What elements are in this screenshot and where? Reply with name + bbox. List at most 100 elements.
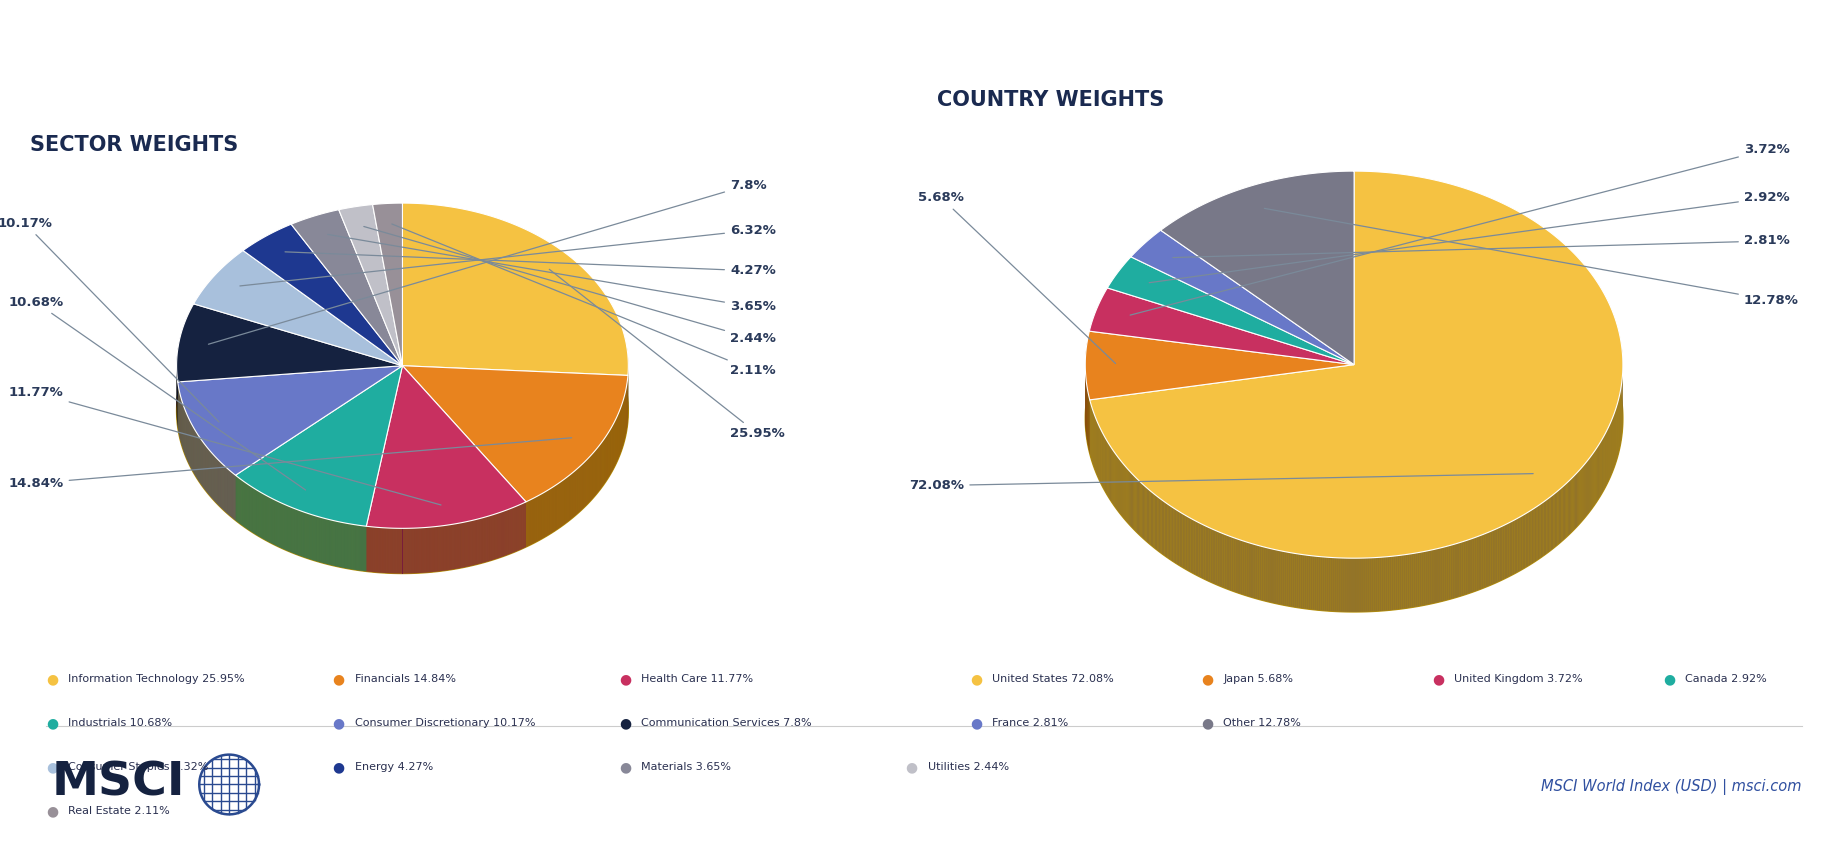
Polygon shape xyxy=(1279,550,1281,604)
Polygon shape xyxy=(1416,553,1417,607)
Polygon shape xyxy=(1277,550,1279,604)
Polygon shape xyxy=(1430,549,1432,603)
Text: 72.08%: 72.08% xyxy=(909,473,1534,492)
Polygon shape xyxy=(177,248,628,574)
Polygon shape xyxy=(1090,171,1623,558)
Polygon shape xyxy=(1244,541,1246,596)
Polygon shape xyxy=(1310,555,1312,609)
Polygon shape xyxy=(1356,558,1358,612)
Text: MSCI: MSCI xyxy=(52,760,185,806)
Polygon shape xyxy=(366,365,527,528)
Polygon shape xyxy=(1345,558,1347,612)
Text: 5.68%: 5.68% xyxy=(918,192,1116,364)
Text: MSCI World Index (USD) | msci.com: MSCI World Index (USD) | msci.com xyxy=(1541,779,1802,794)
Polygon shape xyxy=(235,365,403,527)
Polygon shape xyxy=(1242,541,1244,595)
Polygon shape xyxy=(1292,553,1295,607)
Polygon shape xyxy=(1373,558,1375,611)
Polygon shape xyxy=(1458,543,1460,597)
Text: Utilities 2.44%: Utilities 2.44% xyxy=(928,762,1009,772)
Text: ●: ● xyxy=(1432,673,1445,686)
Polygon shape xyxy=(1447,546,1449,600)
Polygon shape xyxy=(177,304,403,382)
Polygon shape xyxy=(1314,556,1316,610)
Polygon shape xyxy=(1329,557,1331,611)
Polygon shape xyxy=(1419,552,1421,606)
Polygon shape xyxy=(194,251,403,365)
Text: 2.11%: 2.11% xyxy=(392,224,776,376)
Polygon shape xyxy=(1406,555,1408,609)
Text: Other 12.78%: Other 12.78% xyxy=(1223,718,1301,728)
Polygon shape xyxy=(1270,549,1271,603)
Polygon shape xyxy=(403,203,628,376)
Polygon shape xyxy=(1349,558,1351,612)
Text: United Kingdom 3.72%: United Kingdom 3.72% xyxy=(1454,674,1584,684)
Polygon shape xyxy=(1246,542,1247,597)
Polygon shape xyxy=(1331,557,1332,611)
Polygon shape xyxy=(1275,549,1277,603)
Polygon shape xyxy=(1338,558,1342,612)
Polygon shape xyxy=(1375,557,1377,611)
Polygon shape xyxy=(1319,556,1321,610)
Polygon shape xyxy=(1268,548,1270,602)
Polygon shape xyxy=(1295,554,1297,608)
Polygon shape xyxy=(177,365,403,475)
Polygon shape xyxy=(1443,547,1445,601)
Polygon shape xyxy=(1395,555,1397,609)
Polygon shape xyxy=(1451,544,1453,599)
Polygon shape xyxy=(1408,554,1410,608)
Text: ●: ● xyxy=(46,804,59,818)
Polygon shape xyxy=(1371,558,1373,612)
Text: ●: ● xyxy=(46,673,59,686)
Polygon shape xyxy=(1379,557,1382,611)
Polygon shape xyxy=(1384,557,1386,611)
Polygon shape xyxy=(1377,557,1379,611)
Polygon shape xyxy=(1462,541,1464,596)
Polygon shape xyxy=(1392,556,1393,610)
Polygon shape xyxy=(1303,555,1305,609)
Polygon shape xyxy=(244,225,403,365)
Polygon shape xyxy=(338,204,403,365)
Text: 2.92%: 2.92% xyxy=(1149,192,1789,283)
Text: ●: ● xyxy=(906,760,918,774)
Text: ●: ● xyxy=(333,717,346,730)
Polygon shape xyxy=(1353,558,1355,612)
Polygon shape xyxy=(1386,557,1388,610)
Text: 10.68%: 10.68% xyxy=(9,296,305,490)
Polygon shape xyxy=(1449,545,1451,599)
Text: ●: ● xyxy=(333,673,346,686)
Polygon shape xyxy=(1351,558,1353,612)
Polygon shape xyxy=(1288,552,1290,607)
Text: 25.95%: 25.95% xyxy=(549,269,785,440)
Polygon shape xyxy=(1249,543,1251,598)
Polygon shape xyxy=(1382,557,1384,611)
Text: ●: ● xyxy=(1201,673,1214,686)
Polygon shape xyxy=(1284,552,1286,606)
Polygon shape xyxy=(1403,555,1406,609)
Polygon shape xyxy=(1460,542,1462,597)
Polygon shape xyxy=(1393,556,1395,610)
Polygon shape xyxy=(1283,551,1284,605)
Polygon shape xyxy=(1107,257,1355,365)
Text: Materials 3.65%: Materials 3.65% xyxy=(641,762,732,772)
Polygon shape xyxy=(1397,555,1399,609)
Polygon shape xyxy=(1456,544,1458,598)
Polygon shape xyxy=(1464,541,1465,595)
Polygon shape xyxy=(1399,555,1401,609)
Text: Real Estate 2.11%: Real Estate 2.11% xyxy=(68,806,170,816)
Text: ●: ● xyxy=(970,673,983,686)
Text: ●: ● xyxy=(619,673,632,686)
Text: Consumer Discretionary 10.17%: Consumer Discretionary 10.17% xyxy=(355,718,536,728)
Text: 14.84%: 14.84% xyxy=(9,438,571,490)
Polygon shape xyxy=(1366,558,1368,612)
Polygon shape xyxy=(1369,558,1371,612)
Polygon shape xyxy=(403,365,628,502)
Text: 7.8%: 7.8% xyxy=(209,179,767,344)
Polygon shape xyxy=(1332,558,1334,611)
Polygon shape xyxy=(1266,547,1268,602)
Text: COUNTRY WEIGHTS: COUNTRY WEIGHTS xyxy=(937,90,1164,111)
Polygon shape xyxy=(1441,548,1443,602)
Polygon shape xyxy=(1347,558,1349,612)
Text: 10.17%: 10.17% xyxy=(0,217,218,422)
Polygon shape xyxy=(1251,544,1253,598)
